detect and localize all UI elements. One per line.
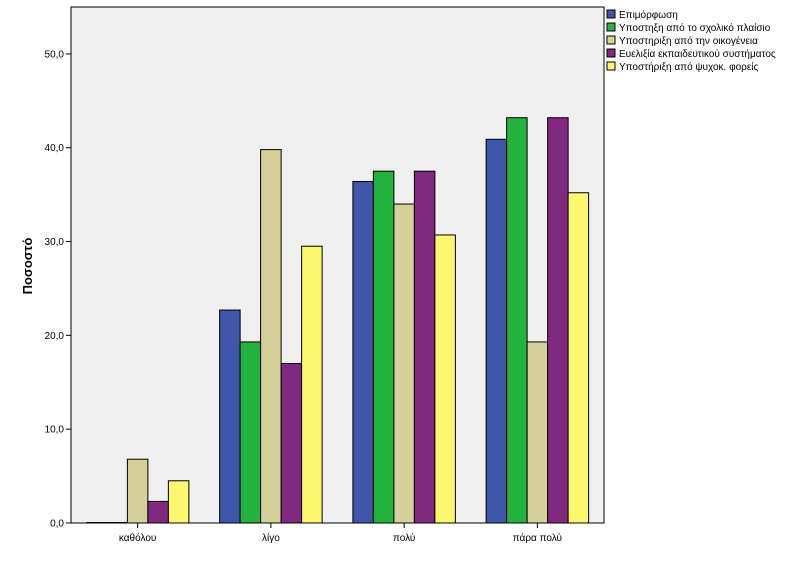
bar <box>239 341 262 524</box>
x-tick-label: πάρα πολύ <box>513 532 562 544</box>
y-tick-label: 40,0 <box>45 143 65 154</box>
bar <box>526 341 549 524</box>
x-tick-label: πολύ <box>393 532 415 544</box>
bar <box>301 245 323 524</box>
x-tick-label: καθόλου <box>119 532 156 544</box>
bar <box>567 192 590 524</box>
legend-label: Ευελιξία εκπαιδευτικού συστήματος <box>619 48 776 60</box>
bar <box>167 480 190 524</box>
bar <box>260 149 282 524</box>
legend-label: Υποστηριξη από την οικογένεια <box>619 35 758 47</box>
legend-label: Υποστήριξη από ψυχοκ. φορείς <box>619 61 759 73</box>
y-axis-title: Ποσοστό <box>20 238 35 295</box>
bar <box>372 170 395 524</box>
bar <box>506 117 528 524</box>
legend-swatch <box>606 22 616 32</box>
bar <box>352 181 374 524</box>
legend-label: Επιμόρφωση <box>619 9 678 21</box>
legend-label: Υποστηξη από το σχολικό πλαίσιο <box>619 22 771 34</box>
y-tick-label: 10,0 <box>45 425 65 436</box>
y-tick-label: 20,0 <box>45 331 65 342</box>
bar <box>147 500 169 524</box>
bar <box>126 458 149 524</box>
legend-swatch <box>606 35 616 45</box>
bar <box>547 117 569 524</box>
bar <box>393 203 415 524</box>
legend-swatch <box>606 9 616 19</box>
y-tick-label: 0,0 <box>50 519 64 530</box>
legend-swatch <box>606 61 616 71</box>
x-tick-label: λίγο <box>262 532 280 544</box>
y-tick-label: 30,0 <box>45 237 65 248</box>
legend-swatch <box>606 48 616 58</box>
legend-box <box>605 7 775 77</box>
y-tick-label: 50,0 <box>45 49 65 60</box>
bar <box>280 363 303 524</box>
bar <box>413 170 436 524</box>
bar <box>219 309 241 524</box>
bar <box>434 234 456 524</box>
bar <box>485 138 508 524</box>
